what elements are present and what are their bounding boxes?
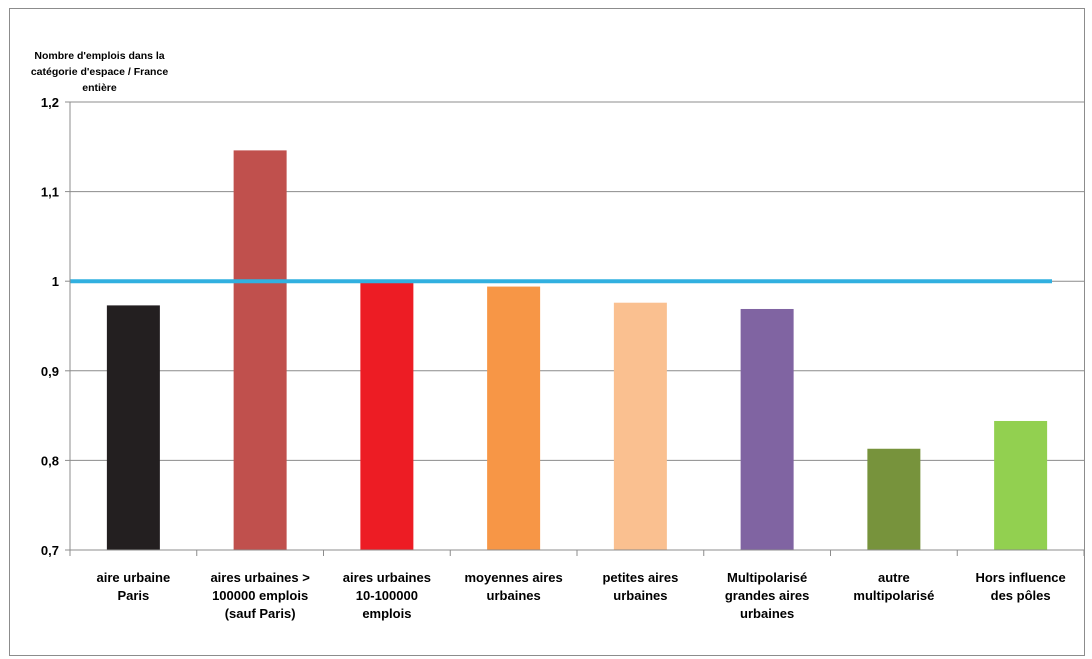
category-label-line: urbaines bbox=[487, 588, 541, 603]
y-tick-label: 1,1 bbox=[41, 185, 59, 200]
y-tick-label: 0,8 bbox=[41, 453, 59, 468]
category-label: aires urbaines > 100000 emplois (sauf Pari… bbox=[210, 570, 310, 621]
category-labels: aire urbaine Paris aires urbaines > 100000 … bbox=[97, 570, 1066, 621]
bar bbox=[487, 286, 541, 550]
category-label-line: grandes aires bbox=[725, 588, 810, 603]
bar bbox=[740, 308, 794, 550]
category-label: aire urbaine Paris bbox=[97, 570, 171, 603]
category-label-line: Paris bbox=[117, 588, 149, 603]
category-label-line: 100000 emplois bbox=[212, 588, 308, 603]
category-label-line: Hors influence bbox=[975, 570, 1065, 585]
bar bbox=[106, 305, 160, 550]
category-label-line: moyennes aires bbox=[464, 570, 562, 585]
category-label: Multipolarisé grandes aires urbaines bbox=[725, 570, 810, 621]
y-tick-label: 0,9 bbox=[41, 364, 59, 379]
category-label: Hors influence des pôles bbox=[975, 570, 1065, 603]
category-label-line: 10-100000 bbox=[356, 588, 418, 603]
category-label-line: (sauf Paris) bbox=[225, 606, 296, 621]
bar bbox=[233, 150, 287, 550]
y-axis-label-line: Nombre d'emplois dans la bbox=[34, 50, 165, 62]
bar bbox=[360, 282, 414, 550]
bar bbox=[867, 448, 921, 550]
category-label-line: multipolarisé bbox=[853, 588, 934, 603]
category-label: aires urbaines 10-100000 emplois bbox=[343, 570, 431, 621]
category-label-line: aires urbaines > bbox=[210, 570, 310, 585]
category-label-line: des pôles bbox=[991, 588, 1051, 603]
category-label: moyennes aires urbaines bbox=[464, 570, 562, 603]
y-axis-label-line: catégorie d'espace / France bbox=[30, 66, 169, 78]
category-label-line: petites aires bbox=[602, 570, 678, 585]
category-label-line: urbaines bbox=[613, 588, 667, 603]
category-label-line: urbaines bbox=[740, 606, 794, 621]
category-label-line: autre bbox=[878, 570, 910, 585]
category-label-line: aire urbaine bbox=[97, 570, 171, 585]
bar bbox=[994, 420, 1048, 550]
y-tick-label: 0,7 bbox=[41, 543, 59, 558]
bar bbox=[613, 302, 667, 550]
category-label-line: emplois bbox=[362, 606, 411, 621]
category-label-line: Multipolarisé bbox=[727, 570, 807, 585]
y-tick-labels: 0,7 0,8 0,9 1 1,1 1,2 bbox=[41, 95, 59, 558]
category-label-line: aires urbaines bbox=[343, 570, 431, 585]
y-axis-label-line: entière bbox=[82, 82, 117, 94]
category-label: petites aires urbaines bbox=[602, 570, 678, 603]
y-axis-label: Nombre d'emplois dans la catégorie d'esp… bbox=[12, 48, 187, 96]
category-label: autre multipolarisé bbox=[853, 570, 934, 603]
bars bbox=[106, 150, 1048, 550]
y-tick-label: 1 bbox=[52, 274, 59, 289]
axes bbox=[65, 101, 1085, 556]
y-tick-label: 1,2 bbox=[41, 95, 59, 110]
